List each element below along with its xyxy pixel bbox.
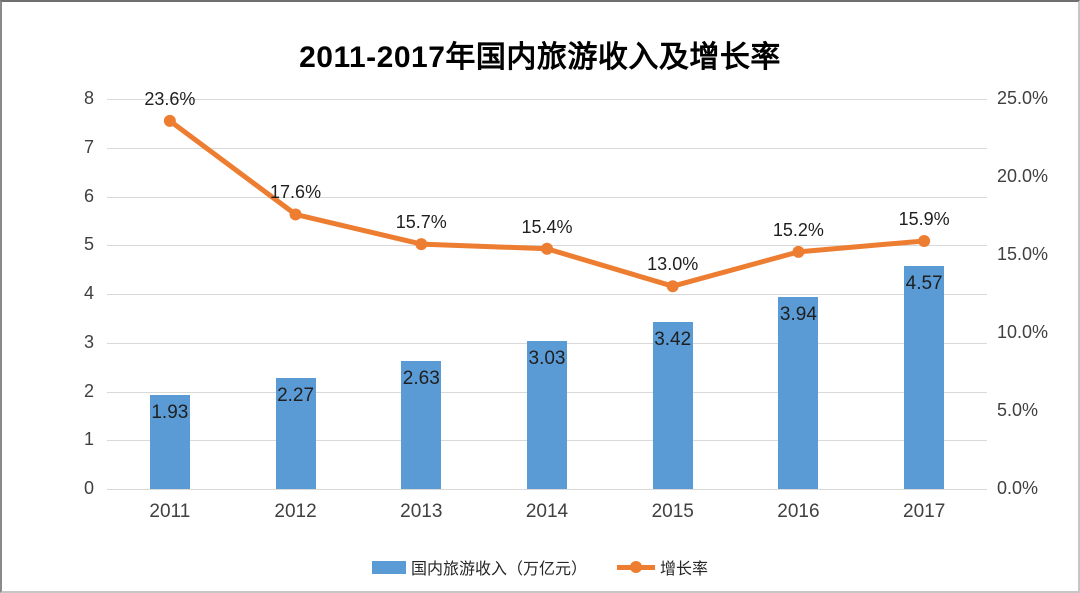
revenue-bar-2017 (904, 266, 945, 489)
legend-growth-label: 增长率 (660, 561, 709, 578)
line-marker-2015 (666, 280, 679, 293)
legend-item-growth: 增长率 (617, 555, 708, 579)
growth-rate-line (163, 114, 931, 293)
line-data-label: 17.6% (270, 182, 322, 203)
bar-data-label: 2.27 (277, 385, 315, 407)
right-axis-tick: 0.0% (997, 478, 1039, 498)
left-axis-tick: 4 (83, 283, 94, 303)
legend-item-revenue: 国内旅游收入（万亿元） (371, 555, 587, 579)
right-axis-tick: 10.0% (997, 322, 1049, 342)
line-marker-2013 (415, 238, 428, 251)
chart-title: 2011-2017年国内旅游收入及增长率 (299, 41, 781, 74)
left-axis-tick: 7 (83, 136, 94, 157)
legend-revenue-label: 国内旅游收入（万亿元） (410, 561, 587, 578)
x-axis-label-2016: 2016 (777, 501, 820, 522)
legend: 国内旅游收入（万亿元） 增长率 (2, 555, 1078, 579)
bar-data-label: 3.42 (654, 329, 692, 351)
x-axis-label-2013: 2013 (400, 501, 443, 522)
bar-data-label: 3.94 (779, 303, 817, 325)
line-data-label: 13.0% (647, 254, 699, 275)
bar-data-label: 2.63 (402, 367, 440, 389)
gridline (107, 147, 987, 149)
line-marker-2014 (541, 242, 553, 255)
plot-area (107, 99, 987, 490)
revenue-bar-2016 (778, 296, 819, 489)
line-marker-2012 (289, 208, 302, 221)
gridline (107, 489, 987, 490)
x-axis-label-2011: 2011 (149, 501, 191, 522)
left-axis-tick: 6 (83, 185, 94, 206)
bar-data-label: 1.93 (151, 401, 189, 423)
left-axis-tick: 2 (83, 380, 94, 401)
right-axis-tick: 5.0% (997, 400, 1039, 420)
left-axis-tick: 0 (83, 478, 94, 498)
left-axis-tick: 8 (83, 88, 94, 108)
gridline (107, 196, 987, 198)
gridline (107, 99, 987, 100)
x-axis-label-2012: 2012 (274, 501, 317, 522)
x-axis-label-2015: 2015 (651, 501, 694, 522)
line-data-label: 23.6% (144, 88, 196, 109)
left-axis-tick: 1 (83, 429, 94, 450)
line-data-label: 15.7% (395, 212, 447, 233)
right-axis-tick: 15.0% (997, 244, 1049, 264)
line-series-swatch-icon (617, 561, 655, 573)
x-axis-label-2017: 2017 (903, 501, 946, 522)
revenue-bar-2015 (652, 322, 693, 489)
line-marker-2011 (163, 114, 176, 127)
bar-data-label: 3.03 (528, 348, 566, 370)
line-data-label: 15.4% (521, 216, 573, 237)
revenue-bar-2013 (401, 360, 442, 489)
line-data-label: 15.2% (772, 219, 824, 240)
bar-data-label: 4.57 (905, 273, 943, 295)
revenue-bar-2011 (149, 394, 190, 489)
revenue-bar-2012 (275, 378, 316, 489)
line-marker-icon (630, 561, 642, 573)
right-axis-tick: 20.0% (997, 166, 1049, 186)
gridline (107, 294, 987, 295)
right-axis-tick: 25.0% (997, 88, 1049, 108)
left-axis-tick: 5 (83, 234, 94, 255)
x-axis-label-2014: 2014 (525, 501, 569, 522)
line-marker-2017 (918, 234, 931, 247)
bar-series-swatch-icon (371, 560, 406, 574)
line-data-label: 15.9% (898, 208, 950, 229)
line-marker-2016 (792, 245, 805, 258)
left-axis-tick: 3 (83, 331, 94, 352)
revenue-bar-2014 (527, 341, 567, 489)
